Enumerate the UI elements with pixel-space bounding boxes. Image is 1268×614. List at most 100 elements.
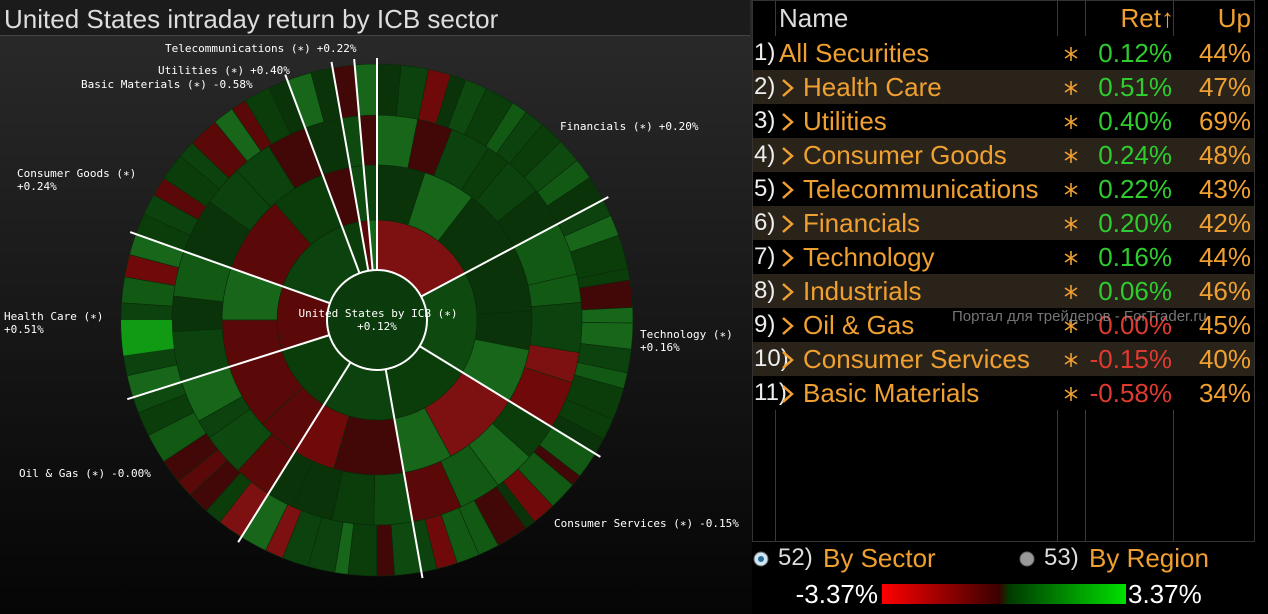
table-row[interactable]: 2) Health Care 0.51% 47%	[753, 70, 1254, 104]
row-number: 2)	[754, 73, 776, 100]
flag-icon	[1064, 149, 1078, 163]
sector-label[interactable]: Financials (∗) +0.20%	[560, 120, 699, 133]
sector-divider	[126, 334, 330, 401]
expand-icon	[782, 317, 794, 335]
center-value: +0.12%	[357, 320, 397, 333]
table-row[interactable]: 6) Financials 0.20% 42%	[753, 206, 1254, 240]
return-value: 0.51%	[1098, 72, 1172, 102]
sector-label[interactable]: Health Care (∗) +0.51%	[4, 310, 103, 336]
sector-value: +0.40%	[250, 64, 290, 77]
sector-label[interactable]: Consumer Goods (∗) +0.24%	[17, 167, 136, 193]
sector-name: Technology	[803, 242, 935, 272]
table-row[interactable]: 10) Consumer Services -0.15% 40%	[753, 342, 1254, 376]
table-row[interactable]: 3) Utilities 0.40% 69%	[753, 104, 1254, 138]
sector-label[interactable]: Utilities (∗) +0.40%	[158, 64, 290, 77]
header-name[interactable]: Name	[779, 3, 849, 33]
option-number[interactable]: 53)	[1044, 544, 1079, 571]
sector-table: Name Ret↑ Up 1) All Securities 0.12% 44% 2) H…	[752, 0, 1255, 542]
sector-label[interactable]: Consumer Services (∗) -0.15%	[554, 517, 739, 530]
chevron	[782, 79, 794, 97]
sector-name: Financials (∗)	[560, 120, 653, 133]
sector-name: Consumer Services	[803, 344, 1030, 374]
legend-min: -3.37%	[795, 579, 878, 609]
table-row[interactable]: 7) Technology 0.16% 44%	[753, 240, 1254, 274]
sector-divider	[420, 196, 609, 298]
sector-value: +0.20%	[659, 120, 699, 133]
return-value: 0.24%	[1098, 140, 1172, 170]
flag-icon	[1064, 183, 1078, 197]
flag-icon	[1064, 285, 1078, 299]
sector-label[interactable]: Telecommunications (∗) +0.22%	[165, 42, 357, 55]
sector-label[interactable]: Technology (∗) +0.16%	[640, 328, 733, 354]
sector-name: Health Care (∗)	[4, 310, 103, 323]
flag-stroke	[1064, 355, 1078, 365]
flag-stroke	[1064, 287, 1078, 297]
sector-name: Technology (∗)	[640, 328, 733, 341]
flag-icon	[1064, 387, 1078, 401]
row-number: 8)	[754, 277, 776, 304]
row-number: 7)	[754, 243, 776, 270]
sector-divider	[384, 369, 424, 579]
sector-name: Utilities (∗)	[158, 64, 244, 77]
return-value: 0.16%	[1098, 242, 1172, 272]
table-row[interactable]: 4) Consumer Goods 0.24% 48%	[753, 138, 1254, 172]
center-circle	[326, 269, 428, 371]
expand-icon	[782, 113, 794, 131]
expand-icon	[782, 385, 794, 403]
row-number: 11)	[754, 379, 787, 406]
sector-name: Telecommunications	[803, 174, 1039, 204]
radio-dot	[758, 556, 764, 562]
row-number: 3)	[754, 107, 776, 134]
sector-name: Health Care	[803, 72, 942, 102]
table-row[interactable]: 9) Oil & Gas 0.00% 45%	[753, 308, 1254, 342]
expand-icon	[782, 249, 794, 267]
sector-value: +0.51%	[4, 323, 44, 336]
table-row[interactable]: 11) Basic Materials -0.58% 34%	[753, 376, 1254, 410]
header-ret[interactable]: Ret↑	[1120, 3, 1174, 33]
watermark: Портал для трейдеров - ForTrader.ru	[952, 308, 1207, 325]
option-label[interactable]: By Region	[1089, 543, 1209, 573]
option-number[interactable]: 52)	[778, 544, 813, 571]
radio-button[interactable]	[752, 550, 770, 568]
sector-divider	[129, 231, 331, 305]
flag-icon	[1064, 251, 1078, 265]
chevron	[782, 317, 794, 335]
up-value: 44%	[1198, 242, 1251, 272]
table-row[interactable]: 5) Telecommunications 0.22% 43%	[753, 172, 1254, 206]
header-up[interactable]: Up	[1217, 3, 1251, 33]
expand-icon	[782, 283, 794, 301]
sector-label[interactable]: Oil & Gas (∗) -0.00%	[19, 467, 151, 480]
flag-icon	[1064, 353, 1078, 367]
return-value: 0.12%	[1098, 38, 1172, 68]
up-value: 42%	[1198, 208, 1251, 238]
expand-icon	[782, 181, 794, 199]
sector-value: -0.00%	[111, 467, 151, 480]
return-value: 0.06%	[1098, 276, 1172, 306]
sunburst-segment	[529, 302, 583, 354]
row-number: 1)	[754, 39, 776, 66]
table-row[interactable]: 8) Industrials 0.06% 46%	[753, 274, 1254, 308]
flag-icon	[1064, 319, 1078, 333]
sector-name: Utilities	[803, 106, 887, 136]
sector-divider	[330, 61, 370, 271]
sector-label[interactable]: Basic Materials (∗) -0.58%	[81, 78, 253, 91]
flag-stroke	[1064, 49, 1078, 59]
up-value: 43%	[1198, 174, 1251, 204]
sector-name: Financials	[803, 208, 921, 238]
radio-button[interactable]	[1018, 550, 1036, 568]
sector-name: All Securities	[779, 38, 930, 68]
sector-name: Oil & Gas (∗)	[19, 467, 105, 480]
expand-icon	[782, 351, 794, 369]
option-label[interactable]: By Sector	[823, 543, 936, 573]
sector-divider	[237, 361, 352, 543]
flag-stroke	[1064, 151, 1078, 161]
row-number: 6)	[754, 209, 776, 236]
up-value: 40%	[1198, 344, 1251, 374]
flag-icon	[1064, 115, 1078, 129]
chevron	[782, 385, 794, 403]
table-row[interactable]: 1) All Securities 0.12% 44%	[753, 36, 1254, 70]
chevron	[782, 283, 794, 301]
sector-name: Basic Materials	[803, 378, 980, 408]
chart-panel: United States intraday return by ICB sec…	[0, 0, 752, 614]
expand-icon	[782, 147, 794, 165]
